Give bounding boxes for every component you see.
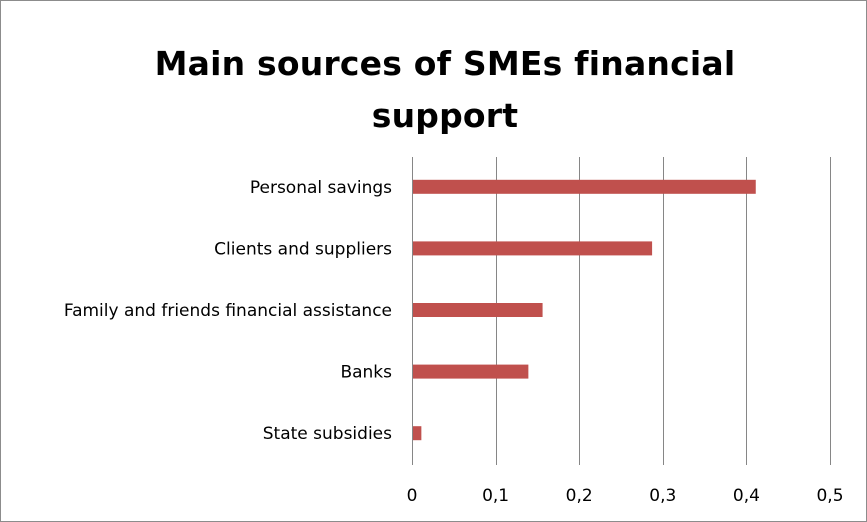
x-tick-label-5: 0,5 (816, 486, 843, 506)
bar-0 (413, 179, 756, 194)
category-label-4: State subsidies (263, 424, 392, 444)
category-labels: Personal savings Clients and suppliers Fam… (64, 178, 392, 444)
category-label-1: Clients and suppliers (214, 239, 392, 259)
tick-labels: 0 0,1 0,2 0,3 0,4 0,5 (407, 486, 844, 506)
bar-4 (413, 426, 422, 441)
bar-3 (413, 364, 529, 379)
chart-title: Main sources of SMEs financial support (154, 44, 736, 135)
bar-1 (413, 241, 653, 256)
x-tick-label-0: 0 (407, 486, 418, 506)
category-label-2: Family and friends financial assistance (64, 301, 392, 321)
bars (413, 179, 756, 441)
x-tick-label-3: 0,3 (649, 486, 676, 506)
category-label-0: Personal savings (250, 178, 392, 198)
category-label-3: Banks (340, 363, 392, 383)
bar-2 (413, 303, 543, 317)
x-tick-label-2: 0,2 (566, 486, 593, 506)
x-tick-label-4: 0,4 (733, 486, 760, 506)
gridlines (496, 157, 831, 465)
x-tick-label-1: 0,1 (482, 486, 509, 506)
